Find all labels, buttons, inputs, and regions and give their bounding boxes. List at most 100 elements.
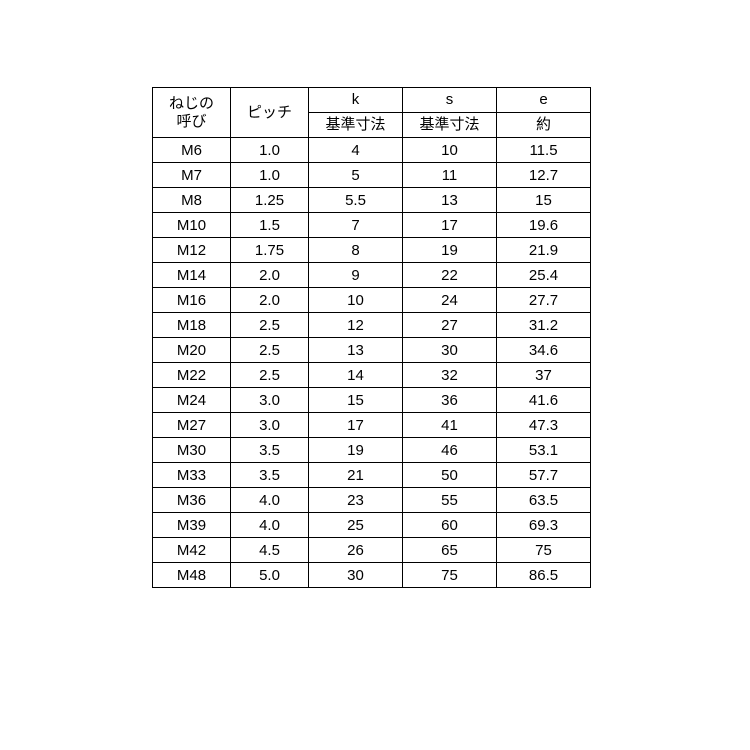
col-header-name-line2: 呼び [176,113,206,130]
cell-name: M7 [153,163,231,188]
cell-e: 41.6 [497,388,591,413]
cell-k: 8 [309,238,403,263]
table-body: M61.041011.5M71.051112.7M81.255.51315M10… [153,138,591,588]
cell-k: 10 [309,288,403,313]
cell-name: M42 [153,538,231,563]
table-row: M424.5266575 [153,538,591,563]
cell-s: 11 [403,163,497,188]
table-row: M121.7581921.9 [153,238,591,263]
col-header-e-sub: 約 [497,113,591,138]
cell-s: 32 [403,363,497,388]
table-row: M333.5215057.7 [153,463,591,488]
cell-e: 57.7 [497,463,591,488]
cell-name: M12 [153,238,231,263]
cell-s: 30 [403,338,497,363]
cell-s: 60 [403,513,497,538]
table-row: M61.041011.5 [153,138,591,163]
cell-name: M27 [153,413,231,438]
cell-e: 11.5 [497,138,591,163]
table-row: M81.255.51315 [153,188,591,213]
cell-k: 14 [309,363,403,388]
col-header-pitch-label: ピッチ [247,104,292,121]
cell-k: 7 [309,213,403,238]
cell-s: 46 [403,438,497,463]
cell-pitch: 3.5 [231,463,309,488]
cell-pitch: 2.5 [231,363,309,388]
cell-name: M39 [153,513,231,538]
cell-pitch: 2.5 [231,338,309,363]
cell-s: 10 [403,138,497,163]
table-row: M303.5194653.1 [153,438,591,463]
col-header-k-sub: 基準寸法 [309,113,403,138]
cell-name: M36 [153,488,231,513]
cell-pitch: 4.5 [231,538,309,563]
cell-e: 63.5 [497,488,591,513]
cell-name: M33 [153,463,231,488]
cell-s: 22 [403,263,497,288]
cell-pitch: 4.0 [231,513,309,538]
cell-name: M8 [153,188,231,213]
table-row: M222.5143237 [153,363,591,388]
cell-e: 12.7 [497,163,591,188]
cell-s: 24 [403,288,497,313]
table-row: M142.092225.4 [153,263,591,288]
cell-pitch: 2.0 [231,288,309,313]
col-header-e-top: e [497,88,591,113]
table-row: M182.5122731.2 [153,313,591,338]
cell-pitch: 1.25 [231,188,309,213]
cell-k: 5.5 [309,188,403,213]
cell-pitch: 4.0 [231,488,309,513]
cell-s: 75 [403,563,497,588]
cell-e: 86.5 [497,563,591,588]
cell-pitch: 1.75 [231,238,309,263]
cell-name: M20 [153,338,231,363]
cell-pitch: 1.0 [231,138,309,163]
cell-name: M30 [153,438,231,463]
table-row: M162.0102427.7 [153,288,591,313]
cell-e: 34.6 [497,338,591,363]
cell-e: 27.7 [497,288,591,313]
col-header-pitch: ピッチ [231,88,309,138]
cell-pitch: 2.0 [231,263,309,288]
cell-s: 27 [403,313,497,338]
cell-k: 30 [309,563,403,588]
cell-pitch: 3.0 [231,413,309,438]
cell-pitch: 3.0 [231,388,309,413]
cell-e: 75 [497,538,591,563]
table-row: M273.0174147.3 [153,413,591,438]
table-row: M364.0235563.5 [153,488,591,513]
cell-s: 17 [403,213,497,238]
cell-name: M22 [153,363,231,388]
cell-k: 23 [309,488,403,513]
table-row: M202.5133034.6 [153,338,591,363]
cell-name: M14 [153,263,231,288]
cell-k: 17 [309,413,403,438]
cell-k: 21 [309,463,403,488]
cell-e: 47.3 [497,413,591,438]
cell-e: 69.3 [497,513,591,538]
cell-s: 41 [403,413,497,438]
cell-s: 36 [403,388,497,413]
col-header-s-top: s [403,88,497,113]
cell-k: 9 [309,263,403,288]
cell-e: 19.6 [497,213,591,238]
table-row: M485.0307586.5 [153,563,591,588]
cell-name: M48 [153,563,231,588]
col-header-name: ねじの 呼び [153,88,231,138]
table-row: M71.051112.7 [153,163,591,188]
cell-pitch: 2.5 [231,313,309,338]
spec-table: ねじの 呼び ピッチ k s e 基準寸法 基準寸法 約 M61.041011.… [152,87,591,588]
col-header-k-top: k [309,88,403,113]
header-row-1: ねじの 呼び ピッチ k s e [153,88,591,113]
cell-e: 37 [497,363,591,388]
cell-pitch: 1.5 [231,213,309,238]
table-head: ねじの 呼び ピッチ k s e 基準寸法 基準寸法 約 [153,88,591,138]
cell-k: 25 [309,513,403,538]
cell-k: 15 [309,388,403,413]
cell-k: 26 [309,538,403,563]
cell-pitch: 1.0 [231,163,309,188]
cell-k: 19 [309,438,403,463]
table-row: M101.571719.6 [153,213,591,238]
cell-name: M6 [153,138,231,163]
cell-s: 19 [403,238,497,263]
